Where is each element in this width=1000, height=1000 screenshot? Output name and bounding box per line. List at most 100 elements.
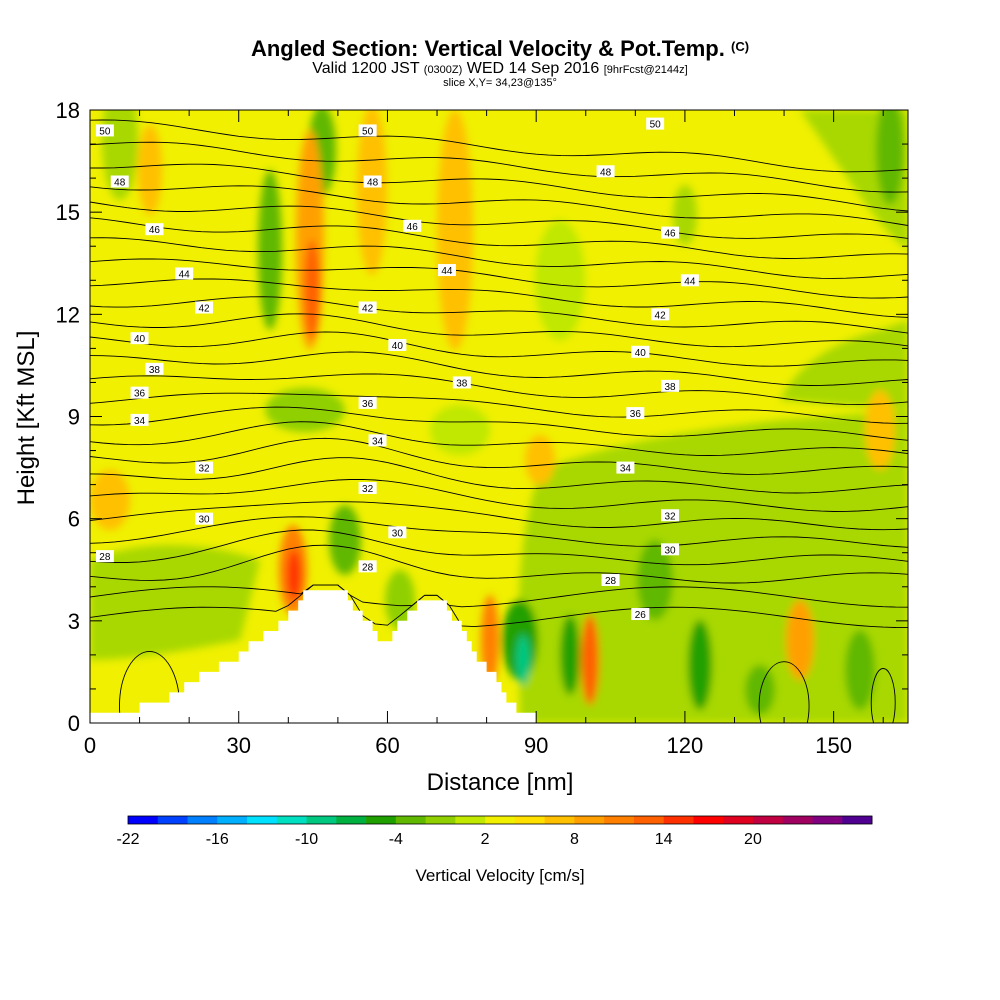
contour-label-bg [95, 124, 114, 137]
isentrope-line [90, 437, 908, 475]
isentrope-line [90, 351, 908, 386]
contour-label-bg [95, 550, 114, 563]
contour-label: 46 [664, 229, 676, 240]
colorbar-swatch [693, 816, 724, 824]
updraft-cell [525, 435, 555, 485]
colorbar-label: 14 [655, 831, 673, 848]
isentrope-line [870, 668, 896, 723]
contour-label-bg [358, 482, 377, 495]
contour-label: 48 [114, 178, 126, 189]
contour-label: 40 [134, 334, 146, 345]
colorbar-label: 8 [570, 831, 579, 848]
contour-label-bg [358, 124, 377, 137]
downdraft-cell [430, 405, 490, 455]
isentrope-line [758, 661, 810, 723]
contour-label: 32 [362, 484, 374, 495]
colorbar-swatch [455, 816, 486, 824]
valid-zulu: (0300Z) [423, 64, 463, 76]
contour-label: 28 [362, 562, 374, 573]
colorbar-swatch [514, 816, 546, 824]
colorbar-label: -22 [116, 831, 139, 848]
colorbar-frame [127, 815, 873, 825]
x-tick-label: 0 [84, 733, 96, 758]
contour-label-bg [388, 526, 407, 539]
plot-area: 50 50 50 48 48 48 46 46 46 44 44 44 42 42 42 40 40 40 38 38… [90, 110, 908, 723]
contour-label-bg [661, 379, 680, 392]
x-tick-label: 60 [375, 733, 399, 758]
chart-subtitle: Valid 1200 JST (0300Z) WED 14 Sep 2016 [… [0, 60, 1000, 78]
colorbar: -22 -16 -10 -4 2 8 14 20 [116, 815, 873, 848]
contour-label: 46 [407, 222, 419, 233]
contour-label-bg [616, 461, 635, 474]
contour-label: 46 [149, 225, 161, 236]
contour-label-bg [646, 117, 665, 130]
colorbar-swatch [157, 816, 188, 824]
colorbar-swatch [812, 816, 843, 824]
contour-label: 44 [441, 266, 453, 277]
contour-label-bg [661, 543, 680, 556]
isentrope-line [90, 584, 908, 608]
isentrope-line [90, 119, 908, 173]
colorbar-swatch [485, 816, 516, 824]
contour-label: 48 [600, 167, 612, 178]
contour-label-bg [363, 175, 382, 188]
y-tick-label: 12 [56, 302, 80, 327]
contour-label: 40 [635, 348, 647, 359]
contour-label: 44 [684, 276, 696, 287]
colorbar-label: 2 [481, 831, 490, 848]
contour-label: 34 [134, 416, 146, 427]
y-tick-label: 18 [56, 98, 80, 123]
x-tick-label: 90 [524, 733, 548, 758]
forecast-info: [9hrFcst@2144z] [603, 64, 688, 76]
contour-label: 38 [664, 382, 676, 393]
colorbar-swatch [128, 816, 159, 824]
x-tick-label: 120 [667, 733, 704, 758]
isentrope-line [90, 529, 908, 566]
valid-date: WED 14 Sep 2016 [466, 60, 600, 77]
contour-label-bg [661, 226, 680, 239]
isentrope-line [90, 478, 908, 512]
slice-info: slice X,Y= 34,23@135° [443, 77, 557, 89]
contour-label-bg [130, 386, 149, 399]
isentrope-line [90, 421, 908, 456]
updraft-cell [357, 110, 387, 275]
contour-label: 36 [362, 399, 374, 410]
colorbar-swatch [366, 816, 397, 824]
colorbar-label: 20 [744, 831, 762, 848]
contour-label-bg [680, 274, 699, 287]
colorbar-swatch [187, 816, 218, 824]
isentrope-line [90, 185, 908, 226]
contour-label-bg [631, 608, 650, 621]
downdraft-region-lower-left [90, 545, 260, 660]
colorbar-swatch [842, 816, 873, 824]
contour-label: 32 [664, 511, 676, 522]
contour-label: 48 [367, 178, 379, 189]
x-tick-label: 150 [815, 733, 852, 758]
potential-temperature-contours [90, 119, 908, 723]
isentrope-line [90, 544, 908, 584]
contour-label-bg [452, 376, 471, 389]
downdraft-cell [265, 388, 345, 432]
contour-label: 30 [664, 545, 676, 556]
updraft-cell [138, 125, 162, 215]
y-tick-label: 0 [68, 711, 80, 736]
velocity-field [90, 110, 908, 723]
contour-label-bg [437, 264, 456, 277]
contour-label: 34 [620, 464, 632, 475]
colorbar-label: -4 [389, 831, 403, 848]
contour-label-bg [368, 434, 387, 447]
isentrope-line [90, 406, 908, 441]
contour-label: 28 [605, 576, 617, 587]
isentrope-line [90, 392, 908, 424]
updraft-cell [865, 390, 895, 470]
contour-label-bg [631, 345, 650, 358]
contour-label: 26 [635, 610, 647, 621]
terrain-mask [90, 590, 537, 723]
contour-label: 38 [456, 378, 468, 389]
contour-label-bg [358, 301, 377, 314]
contour-label: 30 [392, 528, 404, 539]
contour-label: 38 [149, 365, 161, 376]
colorbar-swatch [574, 816, 605, 824]
contour-label: 36 [630, 409, 642, 420]
